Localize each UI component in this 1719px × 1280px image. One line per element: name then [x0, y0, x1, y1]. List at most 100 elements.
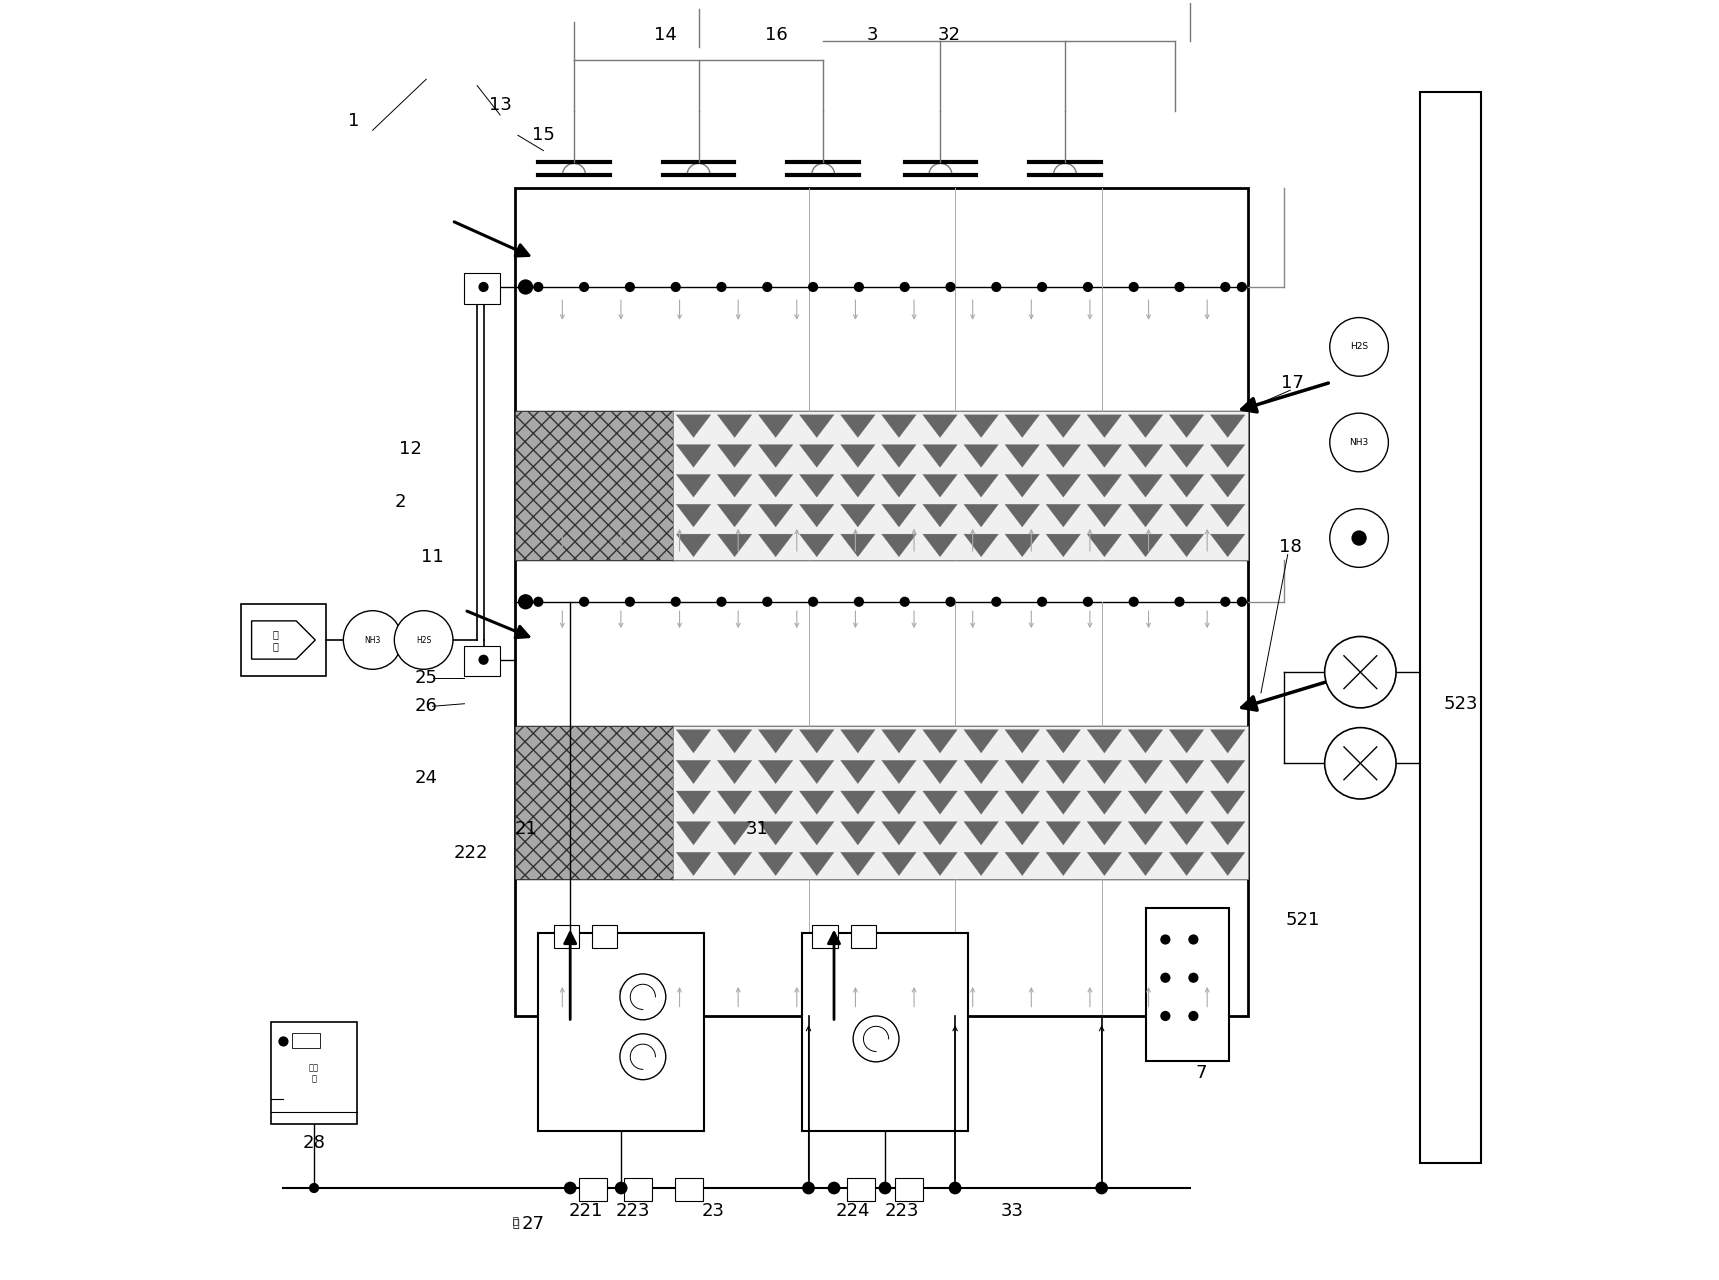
Circle shape: [899, 596, 909, 607]
Polygon shape: [964, 444, 999, 467]
Circle shape: [1220, 596, 1231, 607]
Polygon shape: [758, 760, 792, 783]
Polygon shape: [841, 852, 875, 876]
Polygon shape: [799, 444, 834, 467]
Polygon shape: [1169, 760, 1203, 783]
Circle shape: [1129, 596, 1138, 607]
Polygon shape: [1086, 760, 1123, 783]
Circle shape: [278, 1037, 289, 1047]
Circle shape: [1083, 282, 1093, 292]
Polygon shape: [1169, 822, 1203, 845]
Polygon shape: [758, 475, 792, 497]
Text: 223: 223: [884, 1202, 920, 1220]
Bar: [464, 273, 500, 303]
Bar: [591, 925, 617, 948]
Circle shape: [854, 596, 865, 607]
Circle shape: [762, 282, 772, 292]
Polygon shape: [964, 475, 999, 497]
Polygon shape: [1047, 822, 1081, 845]
Polygon shape: [841, 760, 875, 783]
Polygon shape: [1128, 534, 1162, 557]
Polygon shape: [1047, 534, 1081, 557]
Circle shape: [853, 1016, 899, 1062]
Circle shape: [624, 282, 634, 292]
Polygon shape: [1006, 415, 1040, 438]
Polygon shape: [1006, 852, 1040, 876]
Polygon shape: [841, 534, 875, 557]
Text: 风
机: 风 机: [273, 630, 278, 650]
Text: 补: 补: [512, 1219, 519, 1229]
Polygon shape: [799, 822, 834, 845]
Polygon shape: [799, 760, 834, 783]
Polygon shape: [1169, 415, 1203, 438]
Text: 14: 14: [655, 26, 677, 44]
Polygon shape: [1169, 852, 1203, 876]
Polygon shape: [923, 852, 957, 876]
Polygon shape: [923, 475, 957, 497]
Polygon shape: [1128, 444, 1162, 467]
Polygon shape: [1086, 852, 1123, 876]
Polygon shape: [882, 822, 916, 845]
Polygon shape: [1128, 791, 1162, 814]
Polygon shape: [1210, 822, 1245, 845]
Polygon shape: [882, 760, 916, 783]
Polygon shape: [1210, 852, 1245, 876]
Polygon shape: [1086, 791, 1123, 814]
Circle shape: [1331, 317, 1389, 376]
Polygon shape: [1047, 730, 1081, 753]
Polygon shape: [1128, 504, 1162, 527]
Bar: [241, 604, 325, 676]
Bar: [1147, 908, 1229, 1061]
Circle shape: [1325, 636, 1396, 708]
Text: 11: 11: [421, 548, 444, 566]
Polygon shape: [1128, 822, 1162, 845]
Polygon shape: [1006, 504, 1040, 527]
Circle shape: [992, 282, 1002, 292]
Polygon shape: [676, 534, 710, 557]
Polygon shape: [1210, 444, 1245, 467]
Circle shape: [615, 1181, 627, 1194]
Polygon shape: [1210, 504, 1245, 527]
Polygon shape: [1128, 730, 1162, 753]
Polygon shape: [923, 760, 957, 783]
Polygon shape: [676, 852, 710, 876]
Polygon shape: [923, 444, 957, 467]
Circle shape: [478, 654, 488, 664]
Text: NH3: NH3: [1349, 438, 1368, 447]
Circle shape: [309, 1183, 320, 1193]
Polygon shape: [1006, 730, 1040, 753]
Circle shape: [878, 1181, 892, 1194]
Bar: [813, 925, 837, 948]
Polygon shape: [717, 730, 751, 753]
Circle shape: [621, 974, 665, 1020]
Polygon shape: [1086, 504, 1123, 527]
Polygon shape: [1006, 791, 1040, 814]
Circle shape: [1188, 973, 1198, 983]
Polygon shape: [1086, 444, 1123, 467]
Text: 521: 521: [1286, 911, 1320, 929]
Text: 25: 25: [414, 669, 438, 687]
Polygon shape: [799, 504, 834, 527]
Polygon shape: [676, 475, 710, 497]
Circle shape: [949, 1181, 961, 1194]
Polygon shape: [1086, 475, 1123, 497]
Polygon shape: [1169, 475, 1203, 497]
Text: 2: 2: [395, 493, 406, 512]
Polygon shape: [841, 822, 875, 845]
Polygon shape: [1169, 534, 1203, 557]
Polygon shape: [717, 534, 751, 557]
Bar: [674, 1178, 703, 1201]
Text: 221: 221: [569, 1202, 603, 1220]
Polygon shape: [1006, 534, 1040, 557]
Circle shape: [579, 282, 590, 292]
Bar: [1420, 92, 1482, 1162]
Bar: [516, 726, 672, 879]
Polygon shape: [841, 444, 875, 467]
Text: 18: 18: [1279, 538, 1301, 556]
Polygon shape: [964, 415, 999, 438]
Text: 28: 28: [303, 1134, 325, 1152]
Polygon shape: [758, 730, 792, 753]
Circle shape: [1037, 596, 1047, 607]
Polygon shape: [1047, 504, 1081, 527]
Polygon shape: [1210, 760, 1245, 783]
